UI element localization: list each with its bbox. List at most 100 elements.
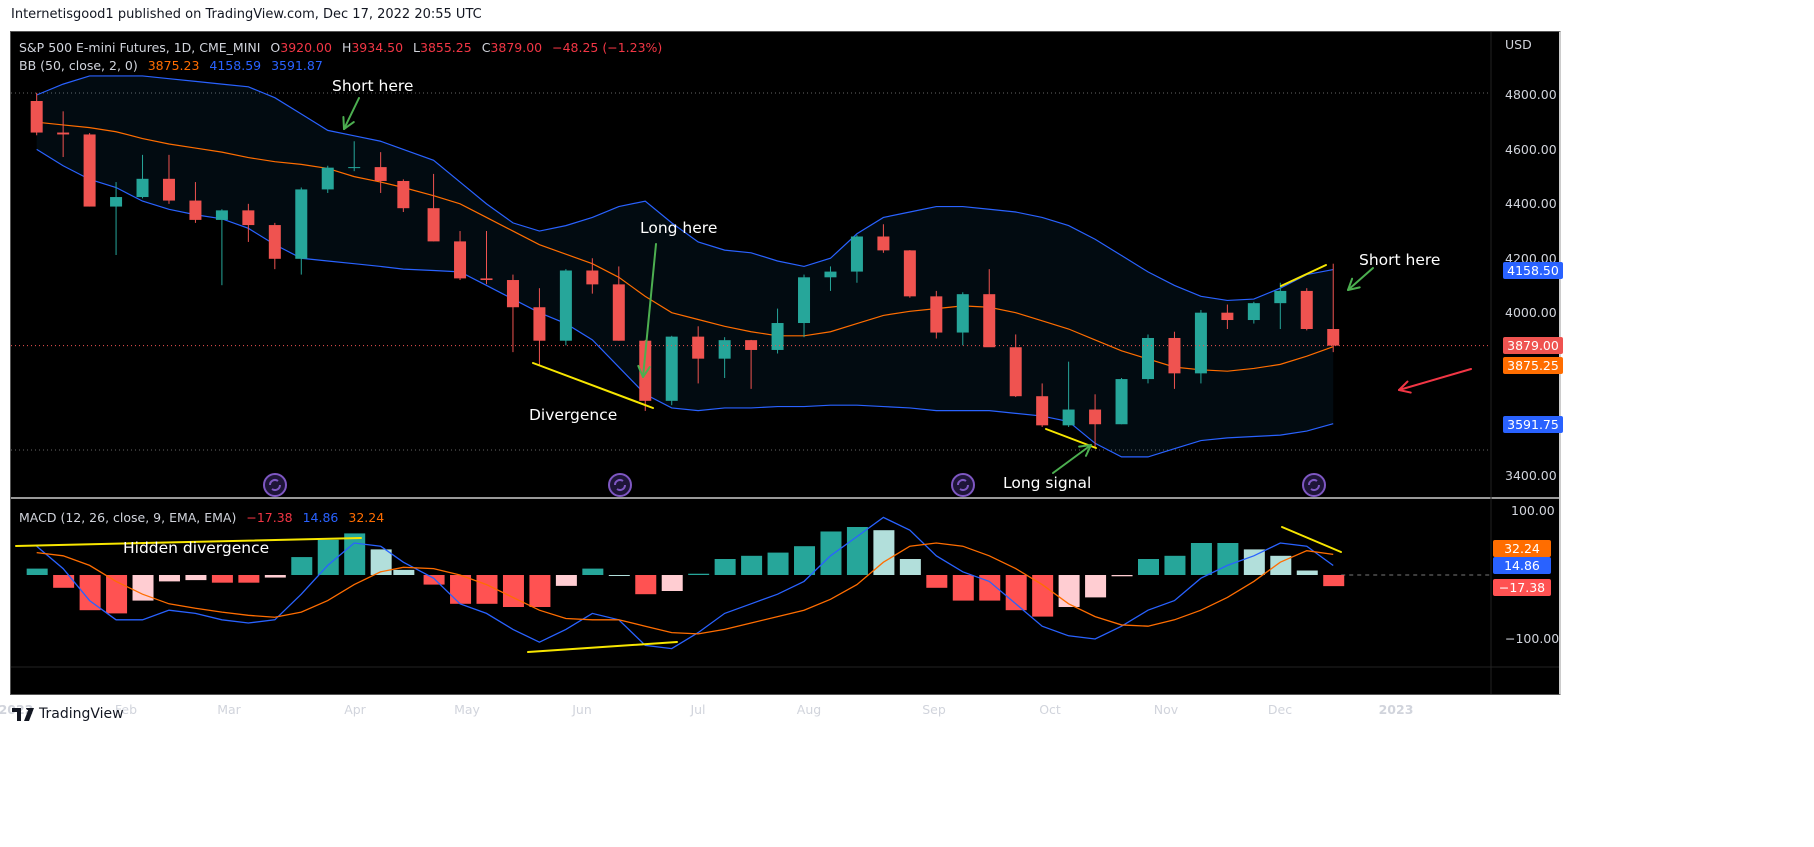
macd-histogram-bar — [264, 575, 286, 578]
arrow-short-here-head — [343, 121, 355, 130]
arrow-long-here-head — [637, 364, 644, 378]
candle-body — [268, 225, 281, 259]
arrow-short-here-2 — [1347, 267, 1374, 291]
macd-histogram-bar — [158, 575, 180, 582]
candle-body — [1168, 337, 1181, 374]
macd-histogram-bar — [846, 527, 868, 575]
candle-body — [1009, 347, 1022, 397]
candle-body — [956, 294, 969, 333]
trendline-macd-high — [1281, 526, 1342, 553]
time-tick: 2023 — [1378, 702, 1414, 717]
macd-histogram-bar — [767, 552, 789, 575]
candle-body — [903, 250, 916, 297]
candle-body — [1327, 329, 1340, 346]
macd-histogram-bar — [502, 575, 524, 607]
macd-histogram-bar — [741, 555, 763, 575]
candle-body — [57, 132, 70, 135]
arrow-red — [1398, 368, 1472, 391]
macd-histogram-bar — [899, 559, 921, 575]
candle-body — [110, 197, 123, 207]
macd-histogram-bar — [608, 575, 630, 576]
time-tick: Feb — [114, 702, 138, 717]
symbol-legend: S&P 500 E-mini Futures, 1D, CME_MINI O 39… — [19, 40, 668, 55]
macd-histogram-bar — [635, 575, 657, 595]
candle-body — [506, 280, 519, 308]
rollover-icon-glyph — [269, 479, 281, 491]
trendline-price-high — [1280, 264, 1327, 287]
rollover-icon-glyph — [1308, 479, 1320, 491]
bb-basis-line — [36, 121, 1334, 372]
macd-hist-value: −17.38 — [246, 510, 293, 525]
annotation-short-here-2: Short here — [1359, 251, 1441, 269]
macd-histogram-bar — [344, 533, 366, 575]
candle-body — [983, 294, 996, 348]
time-tick: Jul — [690, 702, 706, 717]
time-tick: Aug — [796, 702, 822, 717]
annotation-hidden-divergence: Hidden divergence — [123, 539, 270, 557]
macd-line — [36, 516, 1334, 650]
macd-tick: −100.00 — [1505, 631, 1560, 646]
candle-body — [745, 340, 758, 350]
chart-canvas[interactable] — [11, 32, 1559, 694]
candle-body — [189, 200, 202, 220]
candle-body — [559, 270, 572, 341]
candle-body — [850, 236, 863, 272]
change-value: −48.25 (−1.23%) — [552, 40, 663, 55]
rollover-icon — [263, 473, 287, 497]
price-tick: 4800.00 — [1505, 87, 1557, 102]
macd-title[interactable]: MACD (12, 26, close, 9, EMA, EMA) — [19, 510, 237, 525]
bb-upper-line — [36, 75, 1334, 302]
candle-body — [1036, 396, 1049, 426]
candle-body — [1142, 337, 1154, 380]
candle-body — [798, 277, 811, 324]
bb-fill — [36, 75, 1334, 457]
macd-histogram-bar — [79, 575, 101, 611]
annotation-long-signal: Long signal — [1003, 474, 1092, 492]
candle-body — [215, 210, 228, 220]
macd-histogram-bar — [291, 557, 313, 575]
last-price-badge: 3879.00 — [1503, 337, 1563, 354]
brand-name: TradingView — [39, 706, 124, 722]
bb-title[interactable]: BB (50, close, 2, 0) — [19, 58, 138, 73]
macd-histogram-bar — [952, 575, 974, 601]
macd-histogram-bar — [211, 575, 233, 583]
bb-lower-badge: 3591.75 — [1503, 416, 1563, 433]
price-tick: 3400.00 — [1505, 468, 1557, 483]
candle-body — [374, 167, 387, 181]
candle-body — [771, 323, 784, 350]
currency-label: USD — [1505, 37, 1532, 52]
candle-body — [1194, 312, 1207, 374]
tradingview-logo[interactable]: TradingView — [12, 706, 124, 722]
rollover-icon-glyph — [957, 479, 969, 491]
candle-body — [930, 296, 943, 333]
open-label: O — [270, 40, 281, 55]
chart-container[interactable]: S&P 500 E-mini Futures, 1D, CME_MINI O 39… — [0, 31, 1563, 717]
macd-histogram-bar — [926, 575, 948, 588]
trendline-hidden-divergence — [15, 537, 362, 547]
candle-body — [665, 336, 678, 401]
arrow-short-here — [343, 97, 360, 130]
candle-body — [1300, 290, 1313, 330]
annotation-short-here: Short here — [332, 77, 414, 95]
candle-body — [348, 167, 361, 169]
bb-basis-badge: 3875.25 — [1503, 357, 1563, 374]
bb-upper-badge: 4158.50 — [1503, 262, 1563, 279]
candle-body — [586, 270, 599, 285]
arrow-long-here-head — [642, 366, 651, 378]
symbol-title[interactable]: S&P 500 E-mini Futures, 1D, CME_MINI — [19, 40, 261, 55]
candle-body — [1115, 379, 1128, 425]
time-tick: Oct — [1039, 702, 1061, 717]
macd-badge: 14.86 — [1493, 557, 1551, 574]
arrow-long-signal — [1052, 444, 1092, 474]
macd-histogram-bar — [53, 575, 75, 588]
candle-body — [1274, 290, 1287, 304]
price-tick: 4600.00 — [1505, 142, 1557, 157]
candle-body — [397, 180, 410, 209]
macd-histogram-bar — [1085, 575, 1107, 598]
macd-histogram-bar — [714, 559, 736, 575]
high-value: 3934.50 — [351, 40, 404, 55]
arrow-long-here — [642, 243, 657, 378]
macd-histogram-bar — [1296, 570, 1318, 575]
macd-histogram-bar — [1058, 575, 1080, 607]
tradingview-logo-icon — [12, 707, 34, 721]
